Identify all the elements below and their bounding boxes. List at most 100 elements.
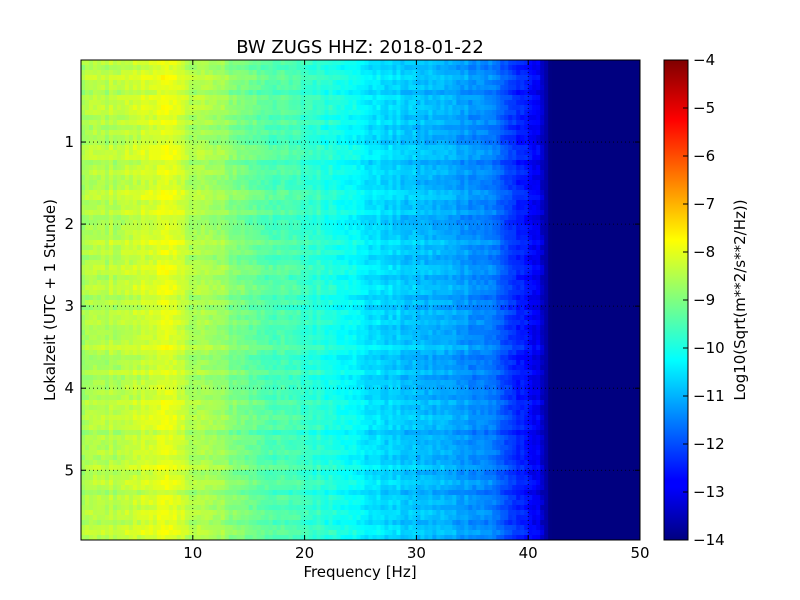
heatmap-cell	[148, 130, 154, 136]
heatmap-cell	[244, 200, 250, 206]
heatmap-cell	[588, 135, 593, 141]
heatmap-cell	[492, 220, 497, 226]
heatmap-cell	[304, 125, 310, 131]
heatmap-cell	[140, 235, 146, 241]
heatmap-cell	[600, 115, 605, 121]
heatmap-cell	[604, 120, 609, 126]
heatmap-cell	[460, 170, 465, 176]
heatmap-cell	[112, 160, 118, 166]
heatmap-cell	[608, 65, 613, 71]
heatmap-cell	[424, 120, 429, 126]
heatmap-cell	[488, 100, 493, 106]
heatmap-cell	[140, 115, 146, 121]
heatmap-cell	[560, 85, 565, 91]
heatmap-cell	[108, 235, 114, 241]
heatmap-cell	[300, 135, 306, 141]
heatmap-cell	[180, 180, 186, 186]
heatmap-cell	[620, 210, 625, 216]
heatmap-cell	[384, 65, 390, 71]
heatmap-cell	[184, 80, 190, 86]
heatmap-cell	[560, 120, 565, 126]
heatmap-cell	[328, 110, 334, 116]
heatmap-cell	[496, 150, 501, 156]
heatmap-cell	[476, 135, 481, 141]
heatmap-cell	[496, 120, 501, 126]
heatmap-cell	[484, 130, 489, 136]
heatmap-cell	[328, 200, 334, 206]
heatmap-cell	[388, 80, 394, 86]
heatmap-cell	[356, 205, 362, 211]
heatmap-cell	[352, 205, 358, 211]
heatmap-cell	[96, 150, 102, 156]
heatmap-cell	[340, 220, 346, 226]
heatmap-cell	[624, 180, 629, 186]
heatmap-cell	[340, 145, 346, 151]
heatmap-cell	[636, 180, 640, 186]
heatmap-cell	[332, 85, 338, 91]
heatmap-cell	[424, 145, 429, 151]
heatmap-cell	[376, 185, 382, 191]
heatmap-cell	[268, 130, 274, 136]
heatmap-cell	[368, 170, 374, 176]
heatmap-cell	[408, 230, 413, 236]
heatmap-cell	[468, 195, 473, 201]
heatmap-cell	[548, 145, 553, 151]
heatmap-cell	[356, 235, 362, 241]
heatmap-cell	[148, 210, 154, 216]
heatmap-cell	[552, 135, 557, 141]
heatmap-cell	[188, 115, 194, 121]
heatmap-cell	[184, 230, 190, 236]
heatmap-cell	[184, 150, 190, 156]
heatmap-cell	[416, 190, 421, 196]
heatmap-cell	[436, 185, 441, 191]
heatmap-cell	[344, 200, 350, 206]
heatmap-cell	[164, 65, 170, 71]
heatmap-cell	[300, 95, 306, 101]
heatmap-cell	[128, 115, 134, 121]
heatmap-cell	[592, 65, 597, 71]
heatmap-cell	[444, 120, 449, 126]
heatmap-cell	[212, 230, 218, 236]
heatmap-cell	[300, 215, 306, 221]
heatmap-cell	[420, 105, 425, 111]
heatmap-cell	[228, 150, 234, 156]
heatmap-cell	[196, 175, 202, 181]
heatmap-cell	[520, 140, 525, 146]
heatmap-cell	[376, 90, 382, 96]
heatmap-cell	[612, 205, 617, 211]
heatmap-cell	[540, 95, 545, 101]
heatmap-cell	[624, 170, 629, 176]
heatmap-cell	[492, 155, 497, 161]
heatmap-cell	[88, 220, 94, 226]
heatmap-cell	[520, 75, 525, 81]
heatmap-cell	[416, 195, 421, 201]
heatmap-cell	[124, 85, 130, 91]
heatmap-cell	[352, 160, 358, 166]
heatmap-cell	[288, 225, 294, 231]
heatmap-cell	[528, 165, 533, 171]
heatmap-cell	[148, 85, 154, 91]
heatmap-cell	[288, 100, 294, 106]
heatmap-cell	[524, 180, 529, 186]
heatmap-cell	[596, 100, 601, 106]
heatmap-cell	[548, 90, 553, 96]
heatmap-cell	[404, 190, 410, 196]
heatmap-cell	[168, 90, 174, 96]
heatmap-cell	[368, 235, 374, 241]
heatmap-cell	[504, 110, 509, 116]
heatmap-cell	[164, 95, 170, 101]
heatmap-cell	[596, 95, 601, 101]
heatmap-cell	[312, 130, 318, 136]
heatmap-cell	[500, 110, 505, 116]
heatmap-cell	[588, 115, 593, 121]
heatmap-cell	[332, 155, 338, 161]
heatmap-cell	[552, 175, 557, 181]
heatmap-cell	[268, 145, 274, 151]
heatmap-cell	[636, 100, 640, 106]
heatmap-cell	[496, 135, 501, 141]
heatmap-cell	[512, 85, 517, 91]
heatmap-cell	[540, 155, 545, 161]
heatmap-cell	[460, 220, 465, 226]
heatmap-cell	[628, 115, 633, 121]
heatmap-cell	[456, 210, 461, 216]
